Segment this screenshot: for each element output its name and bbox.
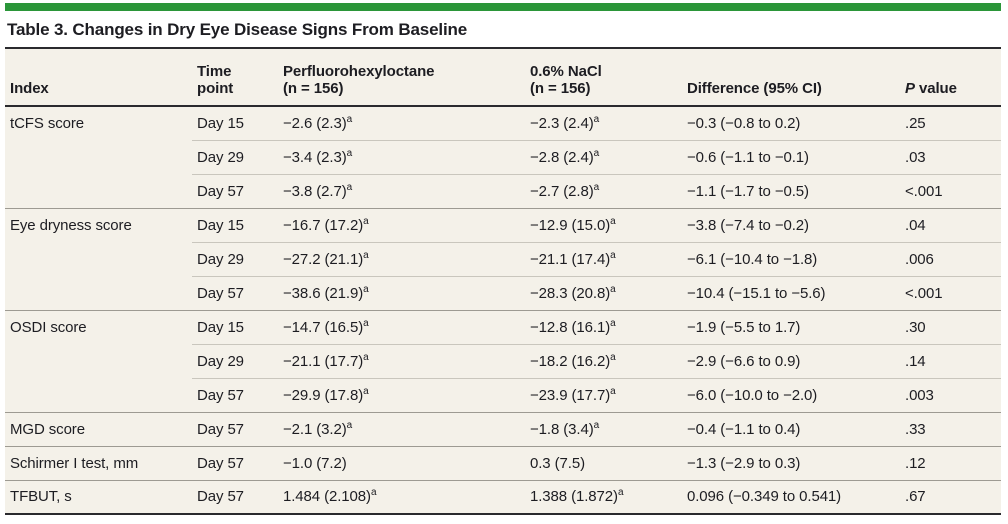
cell-nacl: −18.2 (16.2)a <box>525 343 682 378</box>
table-row: Eye dryness score Day 15 −16.7 (17.2)a −12.… <box>5 207 1001 242</box>
cell-index <box>5 140 192 174</box>
cell-p-value: .67 <box>900 479 1001 514</box>
table-header: Index Time point Perfluorohexyloctane (n = 1… <box>5 48 1001 107</box>
column-header-time-point: Time point <box>192 48 278 107</box>
cell-difference: −6.1 (−10.4 to −1.8) <box>682 241 900 276</box>
cell-p-value: .33 <box>900 411 1001 446</box>
cell-difference: −0.4 (−1.1 to 0.4) <box>682 411 900 446</box>
column-header-p-value: P value <box>900 48 1001 107</box>
table-accent-bar <box>5 3 1001 11</box>
cell-index <box>5 174 192 208</box>
cell-nacl: −23.9 (17.7)a <box>525 377 682 412</box>
cell-index <box>5 276 192 310</box>
cell-pfho: −38.6 (21.9)a <box>278 275 525 310</box>
cell-difference: −0.3 (−0.8 to 0.2) <box>687 114 801 132</box>
cell-index: Eye dryness score <box>5 207 192 242</box>
cell-pfho: 1.484 (2.108)a <box>278 479 525 514</box>
cell-time-point: Day 29 <box>192 241 278 276</box>
cell-difference: −1.3 (−2.9 to 0.3) <box>682 445 900 480</box>
cell-p-value: <.001 <box>900 173 1001 208</box>
cell-time-point: Day 57 <box>192 173 278 208</box>
cell-pfho: −16.7 (17.2)a <box>278 207 525 242</box>
cell-index <box>5 344 192 378</box>
cell-nacl: −21.1 (17.4)a <box>525 241 682 276</box>
cell-difference: −1.1 (−1.7 to −0.5) <box>682 173 900 208</box>
column-header-pfho: Perfluorohexyloctane (n = 156) <box>278 48 525 107</box>
cell-nacl: 1.388 (1.872)a <box>525 479 682 514</box>
cell-difference: 0.096 (−0.349 to 0.541) <box>682 479 900 514</box>
table-row: MGD score Day 57 −2.1 (3.2)a −1.8 (3.4)a −0.… <box>5 411 1001 446</box>
cell-p-value: .03 <box>900 139 1001 174</box>
cell-index <box>5 378 192 412</box>
cell-nacl: −28.3 (20.8)a <box>525 275 682 310</box>
cell-time-point: Day 57 <box>192 411 278 446</box>
cell-p-value: .006 <box>900 241 1001 276</box>
cell-p-value: <.001 <box>900 275 1001 310</box>
cell-index: OSDI score <box>5 309 192 344</box>
cell-time-point: Day 57 <box>192 445 278 480</box>
cell-pfho: −3.8 (2.7)a <box>278 173 525 208</box>
cell-p-value: .14 <box>900 343 1001 378</box>
cell-pfho: −21.1 (17.7)a <box>278 343 525 378</box>
cell-pfho: −27.2 (21.1)a <box>278 241 525 276</box>
header-row: Index Time point Perfluorohexyloctane (n = 1… <box>5 48 1001 107</box>
cell-pfho: −2.6 (2.3)a <box>283 113 353 132</box>
table-row: TFBUT, s Day 57 1.484 (2.108)a 1.388 (1.872… <box>5 479 1001 514</box>
cell-nacl: −12.9 (15.0)a <box>525 207 682 242</box>
cell-difference: −3.8 (−7.4 to −0.2) <box>682 207 900 242</box>
column-header-difference: Difference (95% CI) <box>682 48 900 107</box>
cell-p-value: .25 <box>905 114 926 132</box>
cell-index: Schirmer I test, mm <box>5 445 192 480</box>
cell-time-point: Day 15 <box>192 207 278 242</box>
table-row: Day 29 −3.4 (2.3)a −2.8 (2.4)a −0.6 (−1.1 t… <box>5 139 1001 174</box>
table-row: tCFS score Day 15 −2.6 (2.3)a −2.3 (2.4)a −0… <box>5 106 1001 140</box>
cell-difference: −0.6 (−1.1 to −0.1) <box>682 139 900 174</box>
cell-p-value: .30 <box>900 309 1001 344</box>
cell-p-value: .04 <box>900 207 1001 242</box>
cell-index: MGD score <box>5 411 192 446</box>
cell-time-point: Day 57 <box>192 479 278 514</box>
cell-time-point: Day 29 <box>192 139 278 174</box>
cell-time-point: Day 15 <box>192 309 278 344</box>
dry-eye-signs-table: Index Time point Perfluorohexyloctane (n = 1… <box>5 47 1001 515</box>
cell-index: TFBUT, s <box>5 479 192 514</box>
column-header-nacl: 0.6% NaCl (n = 156) <box>525 48 682 107</box>
table-body: tCFS score Day 15 −2.6 (2.3)a −2.3 (2.4)a −0… <box>5 106 1001 514</box>
cell-difference: −6.0 (−10.0 to −2.0) <box>682 377 900 412</box>
cell-time-point: Day 57 <box>192 377 278 412</box>
table-row: Day 57 −29.9 (17.8)a −23.9 (17.7)a −6.0 (−1… <box>5 377 1001 412</box>
cell-p-value: .003 <box>900 377 1001 412</box>
cell-nacl: −2.8 (2.4)a <box>525 139 682 174</box>
cell-pfho: −2.1 (3.2)a <box>278 411 525 446</box>
cell-index: tCFS score <box>10 115 85 132</box>
table-row: OSDI score Day 15 −14.7 (16.5)a −12.8 (16.1… <box>5 309 1001 344</box>
table-row: Day 57 −3.8 (2.7)a −2.7 (2.8)a −1.1 (−1.7 t… <box>5 173 1001 208</box>
cell-difference: −2.9 (−6.6 to 0.9) <box>682 343 900 378</box>
cell-difference: −10.4 (−15.1 to −5.6) <box>682 275 900 310</box>
table-row: Day 29 −27.2 (21.1)a −21.1 (17.4)a −6.1 (−1… <box>5 241 1001 276</box>
table-title: Table 3. Changes in Dry Eye Disease Sign… <box>7 20 468 39</box>
column-header-index: Index <box>5 48 192 107</box>
cell-p-value: .12 <box>900 445 1001 480</box>
cell-nacl: −12.8 (16.1)a <box>525 309 682 344</box>
cell-nacl: −1.8 (3.4)a <box>525 411 682 446</box>
cell-nacl: −2.7 (2.8)a <box>525 173 682 208</box>
table-row: Day 29 −21.1 (17.7)a −18.2 (16.2)a −2.9 (−6… <box>5 343 1001 378</box>
cell-difference: −1.9 (−5.5 to 1.7) <box>682 309 900 344</box>
cell-pfho: −1.0 (7.2) <box>278 445 525 480</box>
cell-pfho: −3.4 (2.3)a <box>278 139 525 174</box>
cell-nacl: −2.3 (2.4)a <box>530 113 600 132</box>
table-row: Day 57 −38.6 (21.9)a −28.3 (20.8)a −10.4 (−… <box>5 275 1001 310</box>
cell-nacl: 0.3 (7.5) <box>525 445 682 480</box>
cell-time-point: Day 29 <box>192 343 278 378</box>
cell-pfho: −29.9 (17.8)a <box>278 377 525 412</box>
cell-pfho: −14.7 (16.5)a <box>278 309 525 344</box>
table-row: Schirmer I test, mm Day 57 −1.0 (7.2) 0.3 (… <box>5 445 1001 480</box>
cell-time-point: Day 57 <box>192 275 278 310</box>
cell-time-point: Day 15 <box>197 114 244 132</box>
cell-index <box>5 242 192 276</box>
